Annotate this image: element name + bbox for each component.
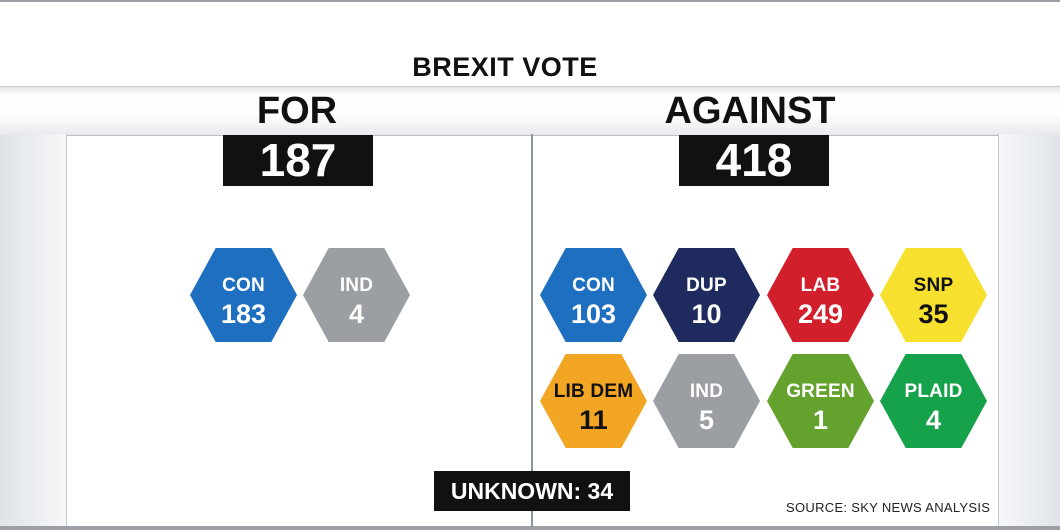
party-name: LAB — [800, 275, 841, 296]
for-total: 187 — [223, 135, 373, 186]
against-total: 418 — [679, 135, 829, 186]
party-name: LIB DEM — [553, 381, 634, 402]
bottom-border — [0, 526, 1060, 530]
against-party-hex-lab: LAB 249 — [767, 248, 874, 342]
party-seats: 4 — [925, 405, 942, 435]
unknown-count-box: UNKNOWN: 34 — [434, 471, 630, 511]
left-frame-panel — [0, 134, 67, 526]
against-party-hex-ind: IND 5 — [653, 354, 760, 448]
for-party-hex-ind: IND 4 — [303, 248, 410, 342]
party-name: IND — [339, 275, 374, 296]
for-label: FOR — [256, 90, 338, 132]
against-party-hex-dup: DUP 10 — [653, 248, 760, 342]
against-party-hex-con: CON 103 — [540, 248, 647, 342]
party-seats: 4 — [348, 299, 365, 329]
party-name: DUP — [686, 275, 727, 296]
against-party-hex-libdem: LIB DEM 11 — [540, 354, 647, 448]
header-band — [0, 86, 1060, 136]
center-divider — [531, 134, 533, 526]
party-name: SNP — [913, 275, 954, 296]
against-label: AGAINST — [664, 90, 836, 132]
party-name: PLAID — [904, 381, 963, 402]
party-seats: 183 — [220, 299, 267, 329]
party-name: IND — [689, 381, 724, 402]
party-seats: 35 — [918, 299, 949, 329]
party-seats: 1 — [812, 405, 829, 435]
against-party-hex-green: GREEN 1 — [767, 354, 874, 448]
party-name: GREEN — [786, 381, 855, 402]
party-seats: 5 — [698, 405, 715, 435]
for-party-hex-con: CON 183 — [190, 248, 297, 342]
graphic-title: BREXIT VOTE — [412, 52, 598, 82]
party-name: CON — [572, 275, 615, 296]
against-party-hex-plaid: PLAID 4 — [880, 354, 987, 448]
against-party-hex-snp: SNP 35 — [880, 248, 987, 342]
party-seats: 10 — [691, 299, 722, 329]
right-frame-panel — [998, 134, 1060, 526]
party-seats: 103 — [570, 299, 617, 329]
top-border — [0, 0, 1060, 2]
party-name: CON — [222, 275, 265, 296]
source-credit: SOURCE: SKY NEWS ANALYSIS — [786, 500, 991, 515]
party-seats: 249 — [797, 299, 844, 329]
party-seats: 11 — [579, 405, 608, 435]
